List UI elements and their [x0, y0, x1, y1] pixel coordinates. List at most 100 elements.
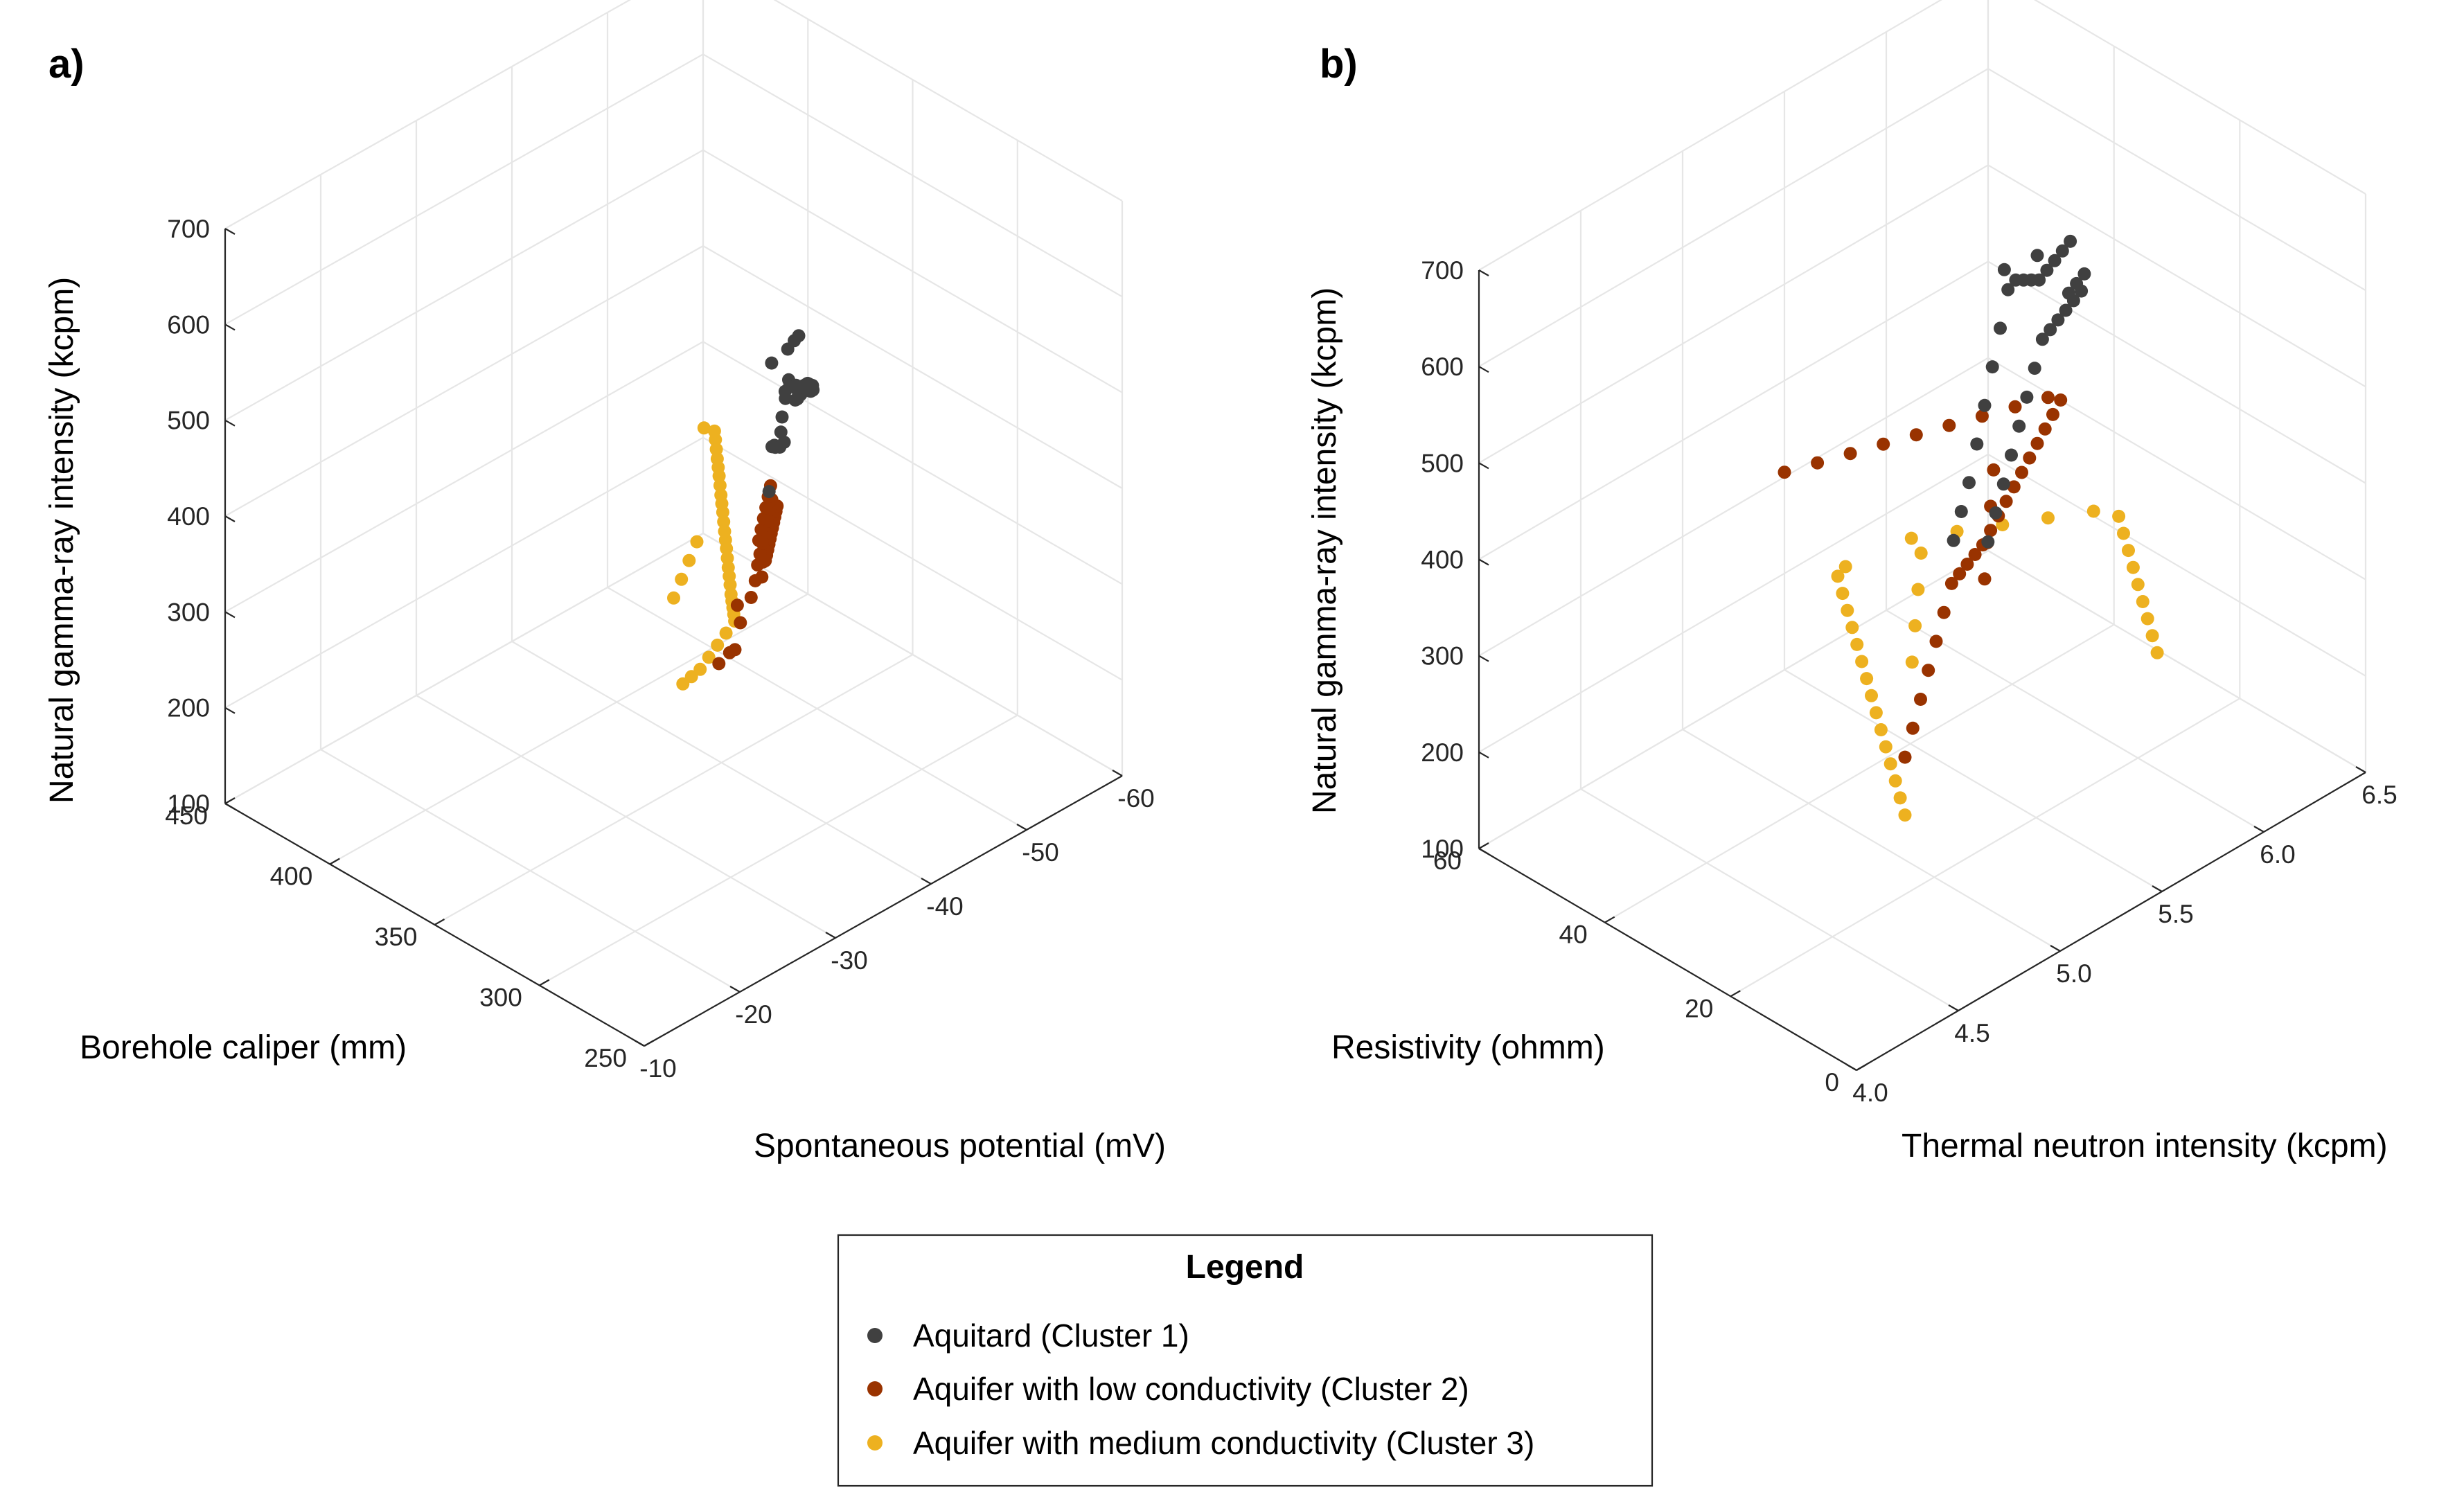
data-point-cluster3 [721, 560, 735, 574]
data-point-cluster2 [734, 616, 747, 630]
y-tick-mark [2253, 826, 2264, 833]
data-point-cluster2 [2008, 400, 2022, 414]
y-tick-mark [1846, 1064, 1857, 1071]
legend-label-cluster3: Aquifer with medium conductivity (Cluste… [913, 1425, 1534, 1461]
data-point-cluster2 [2041, 391, 2055, 405]
x-tick-label: 450 [165, 801, 208, 830]
panel-a-xlabel: Borehole caliper (mm) [80, 1029, 407, 1066]
data-point-cluster2 [1922, 664, 1935, 677]
grid-line [224, 533, 704, 804]
grid-line [1987, 68, 2366, 292]
data-point-cluster2 [2030, 436, 2044, 450]
legend-label-cluster2: Aquifer with low conductivity (Cluster 2… [913, 1371, 1469, 1407]
data-point-cluster2 [2023, 451, 2037, 465]
y-tick-label: -60 [1117, 784, 1154, 813]
x-tick-label: 250 [584, 1044, 627, 1072]
y-tick-mark [1948, 1004, 1959, 1011]
data-point-cluster3 [714, 488, 728, 502]
y-tick-mark [2152, 885, 2163, 892]
z-tick-label: 300 [1421, 642, 1464, 671]
data-point-cluster3 [2086, 504, 2100, 518]
data-point-cluster1 [1954, 505, 1968, 518]
data-point-cluster3 [2145, 629, 2159, 643]
grid-line [224, 341, 704, 613]
data-point-cluster2 [1942, 418, 1956, 432]
grid-line [1682, 729, 2061, 952]
grid-line [1987, 260, 2366, 484]
panel-a-axes [224, 229, 1123, 1047]
data-point-cluster2 [712, 657, 726, 671]
data-point-cluster2 [744, 591, 758, 604]
data-point-cluster1 [777, 435, 791, 449]
grid-line [434, 654, 914, 925]
data-point-cluster2 [754, 522, 768, 536]
z-tick-label: 500 [167, 407, 210, 435]
z-tick-label: 100 [167, 790, 210, 818]
x-tick-mark [224, 797, 236, 804]
data-point-cluster3 [2136, 595, 2150, 608]
data-point-cluster1 [774, 425, 788, 439]
y-tick-mark [1016, 824, 1027, 831]
grid-line [224, 245, 704, 517]
data-point-cluster3 [1838, 560, 1852, 574]
data-point-cluster3 [702, 650, 716, 664]
z-tick-mark [1478, 655, 1489, 662]
grid-line [1478, 260, 1989, 560]
data-point-cluster3 [1855, 655, 1869, 668]
data-point-cluster3 [719, 626, 733, 640]
z-tick-mark [1478, 366, 1489, 373]
x-tick-mark [434, 919, 445, 925]
grid-line [539, 714, 1018, 986]
grid-line [1987, 164, 2366, 388]
x-tick-label: 0 [1825, 1068, 1839, 1097]
y-tick-label: -40 [926, 892, 963, 921]
z-tick-mark [1478, 751, 1489, 759]
grid-line [224, 53, 704, 326]
grid-line [773, 0, 1123, 202]
y-tick-label: 6.5 [2361, 781, 2397, 809]
grid-line [224, 0, 632, 229]
grid-line [2033, 0, 2366, 195]
data-point-cluster2 [759, 501, 773, 515]
data-point-cluster3 [1898, 808, 1912, 822]
panel-a: a) 250300350400450-10-20-30-40-50-601002… [44, 0, 1166, 1164]
data-point-cluster2 [751, 558, 765, 572]
z-tick-mark [224, 228, 236, 235]
data-point-cluster3 [690, 535, 704, 549]
data-point-cluster3 [2131, 578, 2145, 592]
data-point-cluster2 [1909, 428, 1923, 442]
data-point-cluster3 [1879, 740, 1893, 754]
data-point-cluster3 [1845, 621, 1859, 635]
data-point-cluster3 [1914, 547, 1928, 560]
data-point-cluster3 [1908, 619, 1922, 632]
z-tick-mark [224, 419, 236, 427]
legend-marker-cluster2 [867, 1381, 883, 1396]
data-point-cluster1 [2030, 249, 2044, 263]
data-point-cluster3 [675, 572, 689, 586]
data-point-cluster1 [2062, 286, 2075, 300]
y-tick-mark [2355, 766, 2366, 773]
data-point-cluster2 [1984, 524, 1998, 538]
grid-line [702, 341, 1123, 585]
z-tick-label: 600 [167, 310, 210, 339]
data-point-cluster3 [1850, 637, 1864, 651]
x-tick-mark [1730, 990, 1741, 997]
data-point-cluster2 [1978, 572, 1992, 586]
grid-line [1478, 357, 1989, 657]
z-tick-label: 200 [1421, 738, 1464, 767]
data-point-cluster3 [724, 587, 738, 601]
y-axis-line [1856, 772, 2366, 1071]
z-tick-mark [1478, 848, 1489, 855]
data-point-cluster1 [1981, 535, 1995, 549]
data-point-cluster3 [697, 421, 711, 435]
data-point-cluster3 [2141, 612, 2154, 626]
data-point-cluster3 [1836, 587, 1850, 601]
data-point-cluster1 [2001, 283, 2015, 296]
data-point-cluster3 [1869, 706, 1883, 720]
legend-marker-cluster3 [867, 1435, 883, 1451]
legend-label-cluster1: Aquitard (Cluster 1) [913, 1318, 1189, 1354]
z-tick-label: 200 [167, 694, 210, 722]
grid-line [1478, 453, 1989, 753]
data-point-cluster1 [2028, 362, 2041, 375]
x-tick-label: 60 [1433, 846, 1462, 875]
